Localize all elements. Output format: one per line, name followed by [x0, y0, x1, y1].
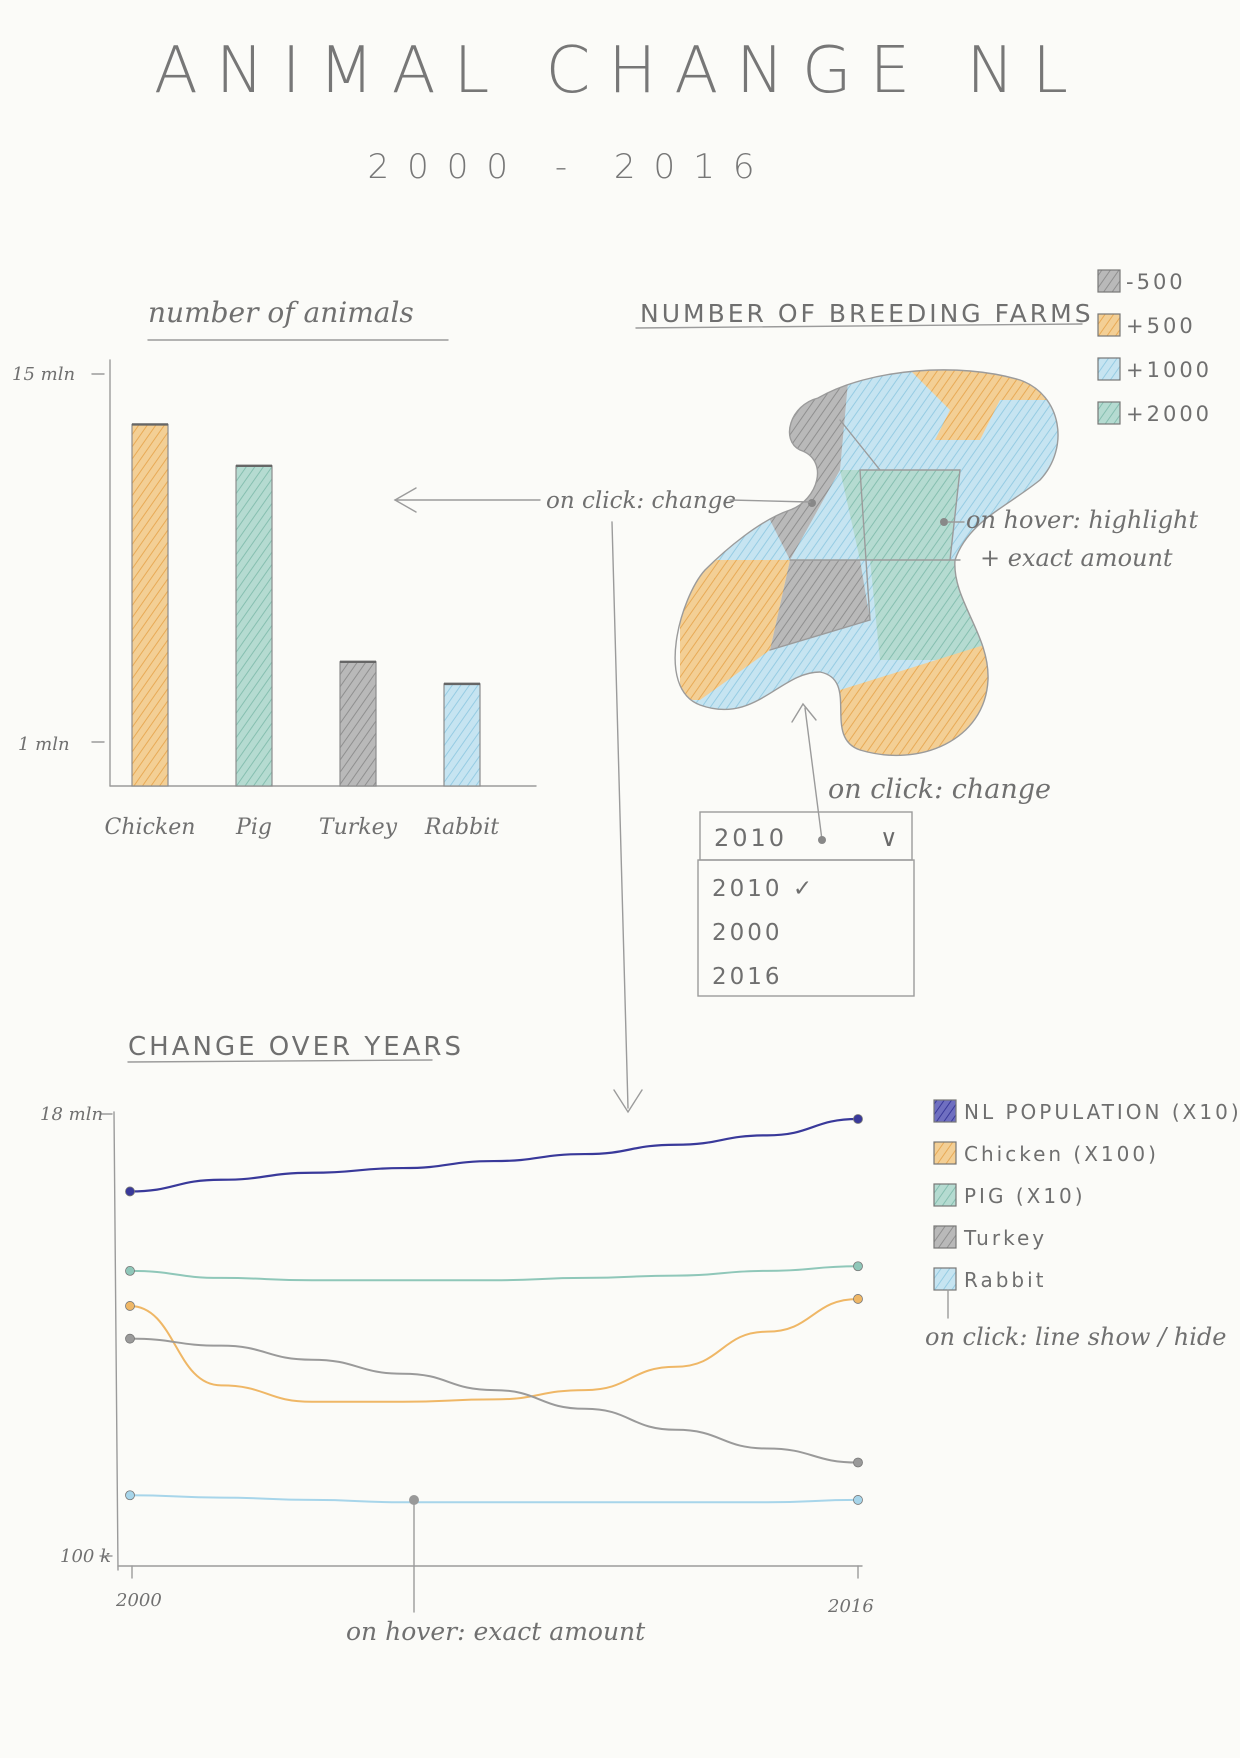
line-legend-label[interactable]: Chicken (X100)	[964, 1142, 1159, 1166]
map-hover-note-line2: + exact amount	[980, 544, 1173, 572]
bar-turkey[interactable]	[339, 661, 377, 787]
dropdown-option[interactable]: 2010 ✓	[712, 876, 815, 902]
series-point[interactable]	[853, 1495, 863, 1505]
province-groningen[interactable]	[950, 400, 1060, 500]
map-hover-note-line1: on hover: highlight	[966, 506, 1199, 534]
line-legend-label[interactable]: PIG (X10)	[964, 1184, 1086, 1208]
line-legend-label[interactable]: Rabbit	[964, 1268, 1047, 1292]
map-legend-swatch	[1097, 401, 1121, 425]
series-point[interactable]	[125, 1333, 135, 1344]
map-click-note: on click: change	[546, 488, 736, 514]
line-y-axis	[113, 1111, 119, 1571]
province-gelderland[interactable]	[870, 560, 1000, 660]
bar-y-top-label: 15 mln	[12, 364, 75, 385]
series-line[interactable]	[129, 1337, 859, 1464]
map-click-dot	[808, 499, 816, 507]
bar-chart[interactable]: 15 mln 1 mln Chicken Pig Turkey Rabbit	[12, 359, 537, 840]
dropdown-click-note: on click: change	[828, 774, 1051, 805]
series-point[interactable]	[125, 1266, 135, 1276]
chevron-down-icon: ∨	[880, 824, 898, 852]
series-line[interactable]	[129, 1494, 859, 1504]
series-point[interactable]	[853, 1457, 863, 1468]
bar-category-label: Chicken	[105, 815, 196, 840]
series-point[interactable]	[853, 1261, 863, 1272]
hover-point-marker	[409, 1495, 419, 1505]
line-hover-note: on hover: exact amount	[346, 1617, 646, 1646]
dropdown-option[interactable]: 2016	[712, 964, 783, 990]
line-chart[interactable]: 18 mln 100 k 2000 2016	[40, 1104, 874, 1617]
bar-category-label: Turkey	[319, 815, 398, 840]
map-legend: -500 +500 +1000 +2000	[1097, 269, 1212, 426]
line-y-top-label: 18 mln	[40, 1104, 103, 1125]
province-drenthe[interactable]	[840, 470, 960, 560]
map-legend-label: +2000	[1126, 402, 1212, 426]
page-subtitle: 2000 - 2016	[368, 147, 773, 187]
line-legend-swatch[interactable]	[933, 1099, 957, 1123]
map-legend-label: +1000	[1126, 358, 1212, 382]
bar-category-label: Pig	[235, 815, 272, 840]
page-title: ANIMAL CHANGE NL	[154, 34, 1086, 108]
map-legend-label: -500	[1126, 270, 1186, 294]
bar-category-label: Rabbit	[424, 815, 499, 840]
line-legend-label[interactable]: NL POPULATION (X10)	[964, 1100, 1240, 1124]
map-legend-swatch	[1097, 357, 1121, 381]
bar-chicken[interactable]	[131, 423, 169, 787]
bar-y-bottom-label: 1 mln	[18, 734, 70, 755]
bar-section-title: number of animals	[148, 296, 414, 329]
line-section-title: CHANGE OVER YEARS	[128, 1032, 464, 1062]
province-zuid-holland[interactable]	[680, 560, 790, 700]
map-legend-swatch	[1097, 269, 1121, 293]
bar-pig[interactable]	[235, 465, 273, 787]
line-legend-swatch[interactable]	[933, 1141, 957, 1165]
map-legend-swatch	[1097, 313, 1121, 337]
series-point[interactable]	[125, 1186, 135, 1197]
line-legend-note: on click: line show / hide	[925, 1323, 1226, 1351]
dropdown-dot	[818, 836, 826, 844]
map-section-title: NUMBER OF BREEDING FARMS	[640, 299, 1094, 328]
map-legend-label: +500	[1126, 314, 1196, 338]
dropdown-selected-value: 2010	[714, 824, 787, 852]
dropdown-options-list	[697, 859, 915, 997]
map-hover-dot	[940, 518, 948, 526]
series-point[interactable]	[853, 1114, 863, 1124]
series-line[interactable]	[129, 1265, 859, 1282]
line-x-label-end: 2016	[827, 1596, 874, 1617]
line-legend[interactable]: NL POPULATION (X10) Chicken (X100) PIG (X1…	[933, 1099, 1240, 1292]
line-legend-swatch[interactable]	[933, 1225, 957, 1249]
series-point[interactable]	[853, 1294, 863, 1304]
series-line[interactable]	[128, 1117, 860, 1193]
line-legend-swatch[interactable]	[933, 1183, 957, 1207]
series-point[interactable]	[125, 1490, 135, 1501]
line-legend-swatch[interactable]	[933, 1267, 957, 1291]
dropdown-options: 2010 ✓ 2000 2016	[712, 876, 815, 990]
line-legend-label[interactable]: Turkey	[963, 1226, 1047, 1250]
bar-rabbit[interactable]	[443, 683, 481, 787]
map-section-title-underline	[635, 323, 1083, 329]
dropdown-option[interactable]: 2000	[712, 920, 783, 946]
series-point[interactable]	[125, 1301, 135, 1311]
line-y-bottom-label: 100 k	[60, 1546, 111, 1567]
line-x-label-start: 2000	[115, 1590, 162, 1611]
year-dropdown[interactable]: 2010 ∨ 2010 ✓ 2000 2016	[697, 811, 915, 997]
series-line[interactable]	[129, 1297, 859, 1403]
